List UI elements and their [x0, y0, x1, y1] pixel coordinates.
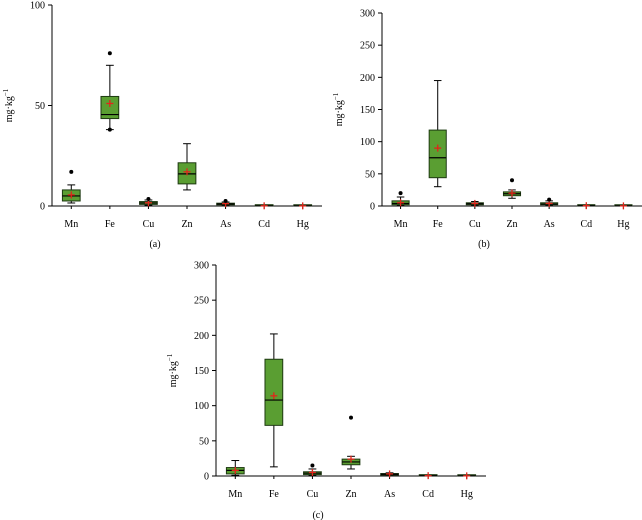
- x-tick-label: Zn: [181, 219, 192, 230]
- box-zn: [177, 143, 197, 191]
- box-cd: [254, 202, 274, 210]
- y-tick-label: 50: [199, 436, 209, 447]
- x-tick-label: Cd: [422, 489, 434, 500]
- y-tick-label: 150: [194, 366, 209, 377]
- box-hg: [457, 472, 477, 480]
- box-cu: [139, 196, 158, 207]
- chart-panel-a: 0 50 100 Mn Fe Cu Zn As Cd Hg mg·kg−1 (a): [2, 1, 322, 250]
- outlier-point: [107, 51, 112, 56]
- box-hg: [293, 202, 313, 210]
- box-fe: [428, 80, 447, 188]
- box-iqr: [428, 129, 447, 179]
- outlier-point: [223, 198, 228, 203]
- y-tick-label: 100: [194, 401, 209, 412]
- x-tick-label: Cu: [307, 489, 319, 500]
- chart-panel-c: 0 50 100 150 200 250 300 Mn Fe Cu Zn As Cd Hg mg·kg−1 (…: [166, 261, 486, 520]
- y-axis-label: mg·kg−1: [2, 88, 15, 122]
- y-tick-label: 300: [194, 261, 209, 272]
- y-axis-label: mg·kg−1: [166, 353, 179, 387]
- x-tick-label: Mn: [64, 219, 78, 230]
- box-mn: [61, 169, 81, 204]
- y-tick-label: 0: [370, 202, 375, 213]
- y-tick-label: 250: [360, 41, 375, 52]
- y-tick-label: 100: [30, 1, 45, 12]
- outlier-point: [398, 191, 403, 196]
- y-axis-label: mg·kg−1: [332, 92, 345, 126]
- box-mn: [391, 191, 410, 207]
- box-iqr: [100, 95, 120, 120]
- box-zn: [502, 178, 522, 199]
- y-tick-label: 50: [365, 169, 375, 180]
- outlier-point: [310, 463, 315, 468]
- x-tick-label: Cd: [258, 219, 270, 230]
- box-fe: [100, 51, 120, 132]
- panel-caption: (c): [312, 510, 323, 520]
- box-as: [216, 198, 235, 208]
- panel-caption: (b): [478, 239, 490, 250]
- box-cd: [418, 472, 438, 480]
- y-tick-label: 0: [204, 472, 209, 483]
- y-tick-label: 50: [35, 101, 45, 112]
- x-tick-label: As: [544, 219, 555, 230]
- box-as: [380, 470, 399, 478]
- x-tick-label: Mn: [228, 489, 242, 500]
- box-cu: [465, 199, 484, 207]
- x-tick-label: Zn: [506, 219, 517, 230]
- box-hg: [614, 202, 633, 210]
- y-axis-label-unit: mg·kg: [334, 100, 345, 126]
- y-tick-label: 150: [360, 105, 375, 116]
- x-tick-label: Fe: [269, 489, 280, 500]
- box-cu: [303, 463, 322, 476]
- box-cd: [577, 202, 596, 210]
- y-tick-label: 200: [194, 331, 209, 342]
- y-axis-label-unit: mg·kg: [4, 96, 15, 122]
- y-axis-label-exponent: −1: [332, 92, 340, 100]
- box-fe: [264, 333, 284, 468]
- x-tick-label: Hg: [617, 219, 629, 230]
- box-mn: [225, 460, 245, 476]
- x-tick-label: Fe: [433, 219, 444, 230]
- x-tick-label: As: [384, 489, 395, 500]
- x-tick-label: Cu: [143, 219, 155, 230]
- x-tick-label: Cd: [580, 219, 592, 230]
- box-as: [540, 197, 559, 207]
- x-tick-label: Hg: [297, 219, 309, 230]
- y-tick-label: 300: [360, 9, 375, 20]
- outlier-point: [510, 178, 514, 183]
- panel-caption: (a): [149, 239, 160, 250]
- y-tick-label: 100: [360, 137, 375, 148]
- x-tick-label: Fe: [105, 219, 116, 230]
- outlier-point: [349, 415, 353, 420]
- y-tick-label: 200: [360, 73, 375, 84]
- outlier-point: [146, 196, 151, 201]
- box-zn: [341, 415, 361, 470]
- y-axis-label-exponent: −1: [166, 353, 174, 361]
- chart-panel-b: 0 50 100 150 200 250 300 Mn Fe Cu Zn As Cd Hg mg·kg−1 (…: [332, 9, 642, 250]
- y-tick-label: 0: [40, 202, 45, 213]
- y-axis-label-exponent: −1: [2, 88, 10, 96]
- y-tick-label: 250: [194, 296, 209, 307]
- x-tick-label: Zn: [345, 489, 356, 500]
- box-iqr: [264, 358, 284, 426]
- x-tick-label: Cu: [469, 219, 481, 230]
- outlier-point: [547, 197, 552, 202]
- x-tick-label: As: [220, 219, 231, 230]
- x-tick-label: Hg: [461, 489, 473, 500]
- x-tick-label: Mn: [394, 219, 408, 230]
- y-axis-label-unit: mg·kg: [168, 361, 179, 387]
- outlier-point: [107, 127, 112, 132]
- outlier-point: [69, 169, 74, 174]
